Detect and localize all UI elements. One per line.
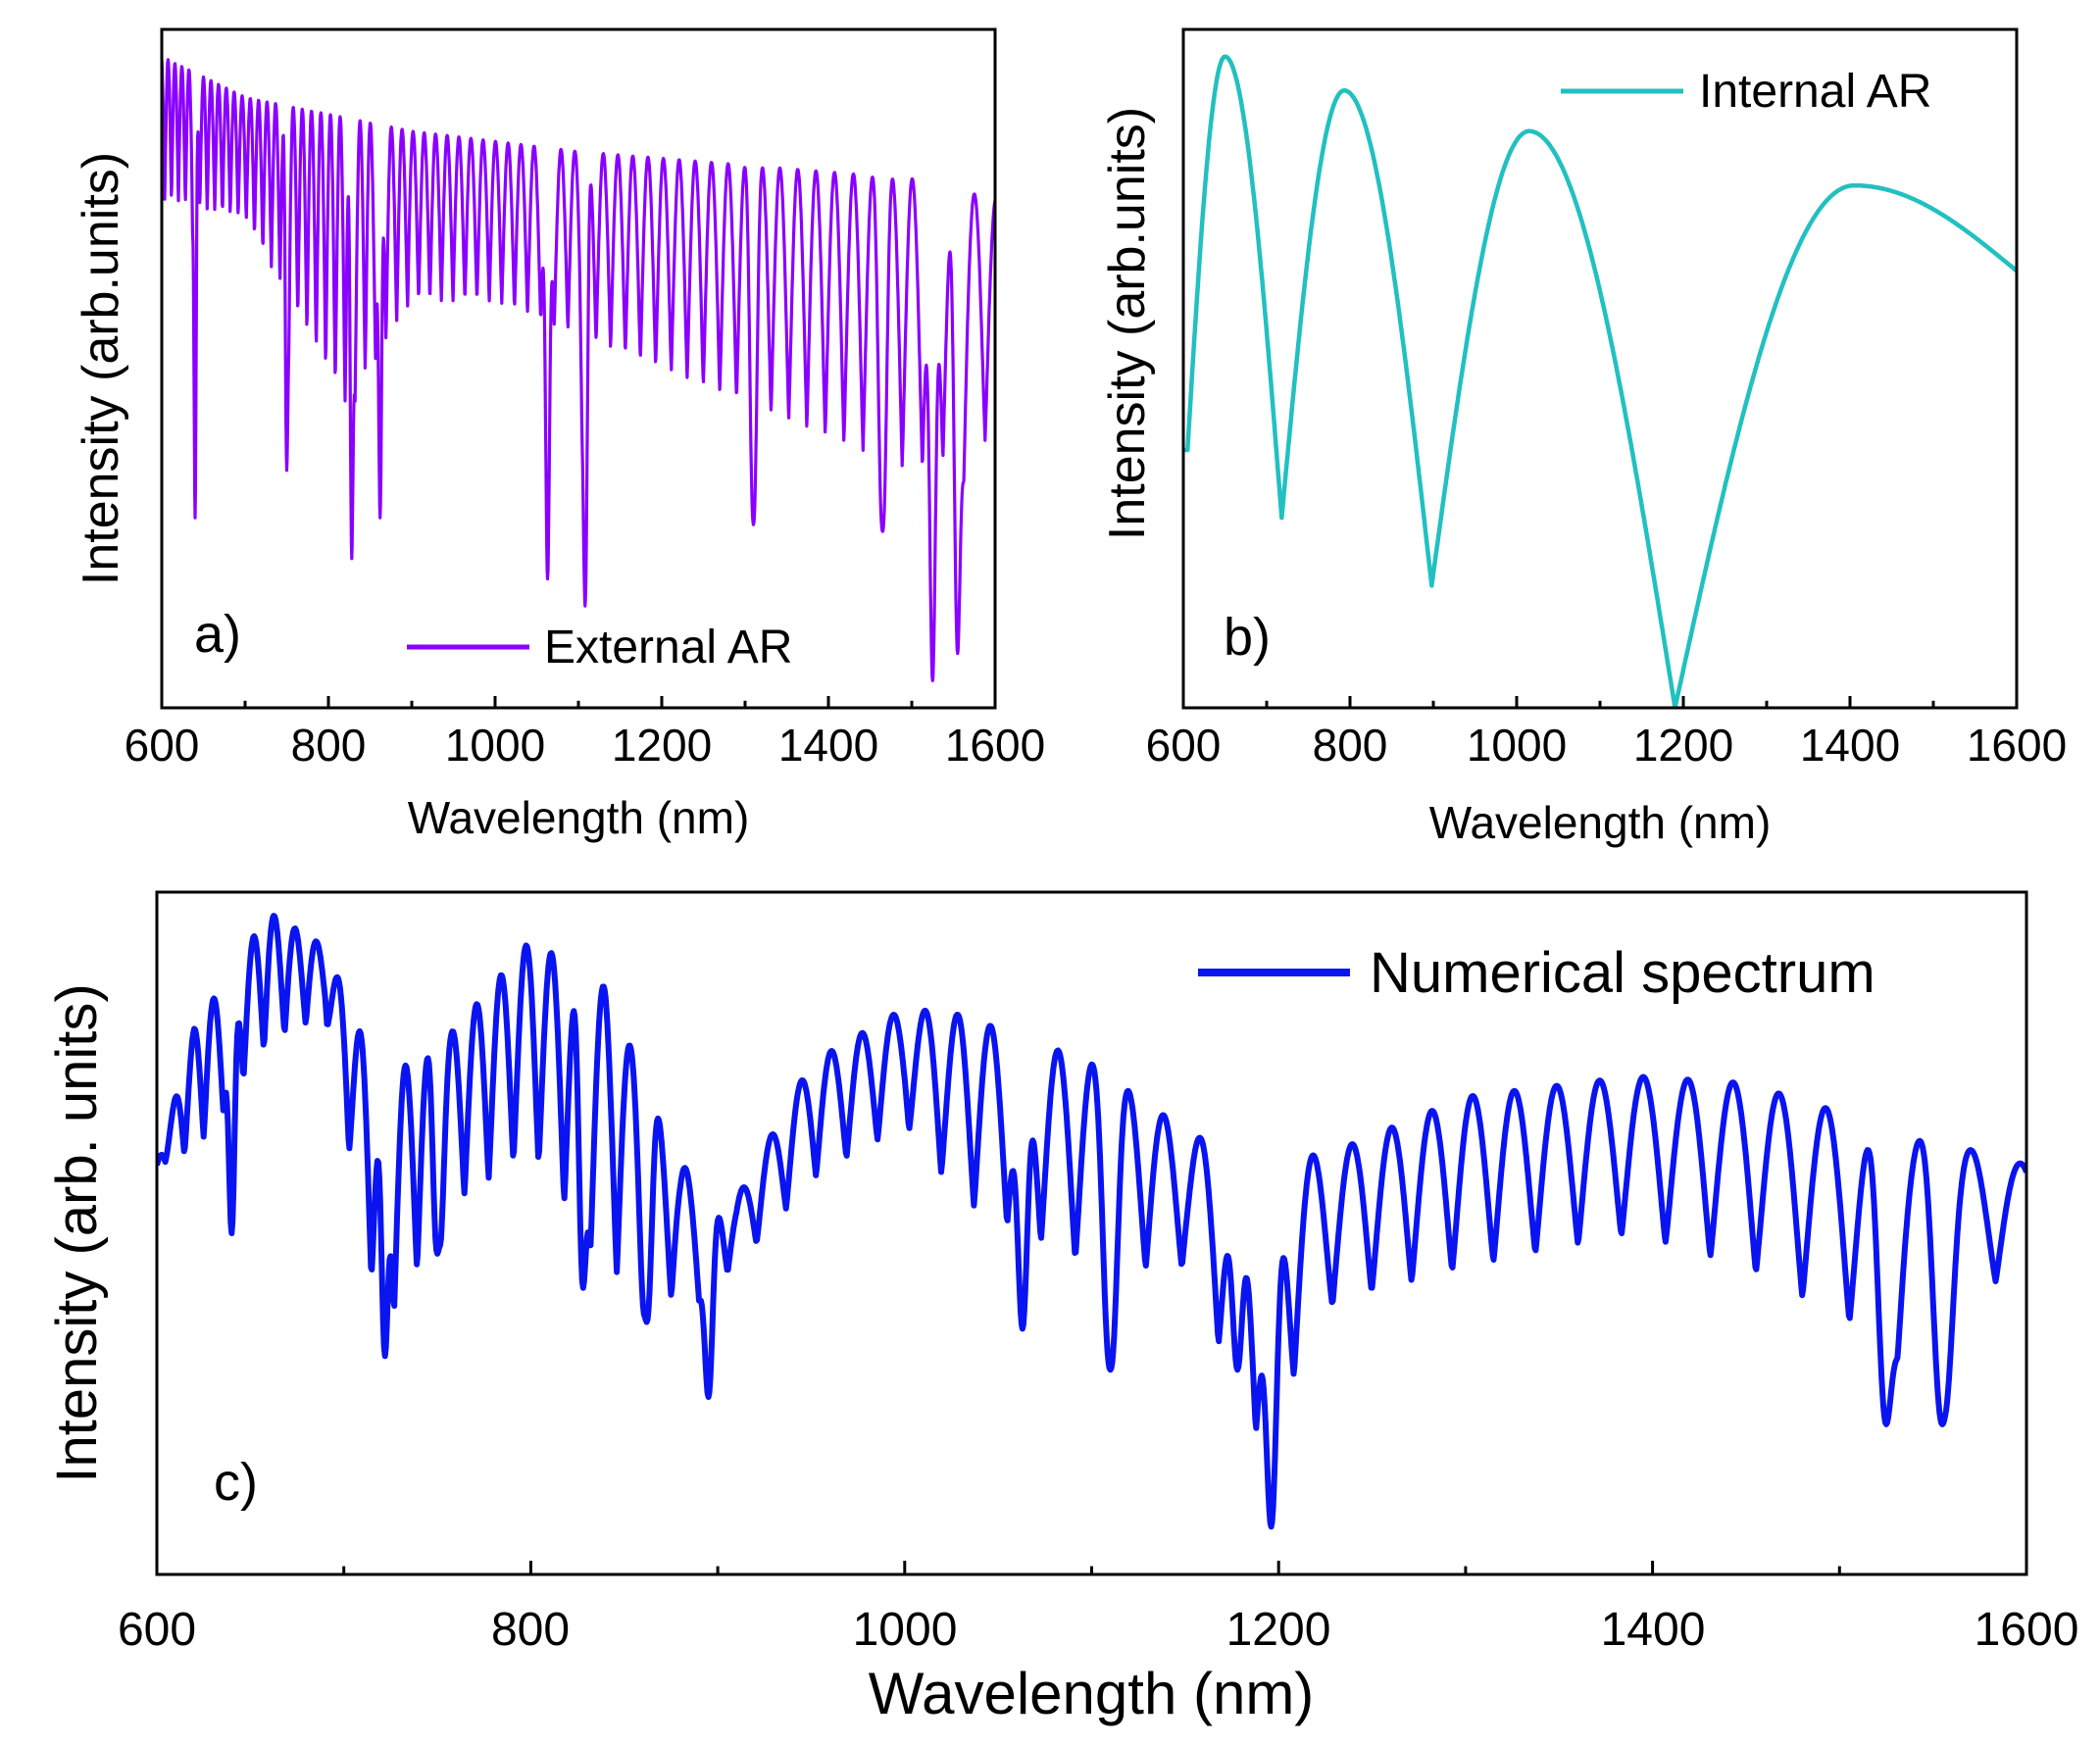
x-tick-label-a-800: 800 [291, 720, 367, 771]
x-tick-label-b-600: 600 [1146, 720, 1222, 771]
x-tick-label-c-1200: 1200 [1226, 1604, 1331, 1656]
panel-label-b: b) [1224, 608, 1271, 667]
x-tick-label-c-800: 800 [491, 1604, 570, 1656]
y-axis-title-c: Intensity (arb. units) [45, 983, 109, 1482]
x-tick-labels-c: 600 800 1000 1200 1400 1600 [118, 1604, 2078, 1656]
x-tick-label-b-1600: 1600 [1967, 720, 2067, 771]
legend-label-internal-ar: Internal AR [1699, 66, 1931, 118]
panel-label-a: a) [194, 605, 241, 664]
x-tick-label-c-1000: 1000 [853, 1604, 958, 1656]
x-tick-label-b-1000: 1000 [1467, 720, 1567, 771]
series-line-external-ar [162, 58, 995, 682]
series-line-numerical-spectrum [157, 913, 2026, 1530]
series-line-internal-ar [1183, 54, 2017, 708]
panel-b: 600 800 1000 1200 1400 1600 Wavelength (… [1099, 27, 2068, 848]
x-tick-label-c-1600: 1600 [1975, 1604, 2079, 1656]
legend-b: Internal AR [1561, 66, 1931, 118]
x-axis-title-b: Wavelength (nm) [1429, 797, 1772, 848]
legend-label-numerical-spectrum: Numerical spectrum [1370, 941, 1875, 1005]
x-tick-label-b-800: 800 [1313, 720, 1388, 771]
x-tick-label-a-1200: 1200 [612, 720, 712, 771]
x-tick-label-a-600: 600 [125, 720, 200, 771]
x-ticks-a [160, 696, 997, 708]
panel-c: 600 800 1000 1200 1400 1600 Wavelength (… [45, 890, 2078, 1726]
y-axis-title-b: Intensity (arb.units) [1099, 107, 1156, 540]
x-tick-labels-a: 600 800 1000 1200 1400 1600 [125, 720, 1046, 771]
x-tick-label-b-1400: 1400 [1800, 720, 1900, 771]
x-tick-label-c-1400: 1400 [1601, 1604, 1706, 1656]
y-axis-title-a: Intensity (arb.units) [73, 152, 129, 585]
x-tick-label-a-1400: 1400 [778, 720, 878, 771]
x-tick-label-c-600: 600 [118, 1604, 196, 1656]
legend-c: Numerical spectrum [1198, 941, 1875, 1005]
x-tick-label-a-1000: 1000 [445, 720, 545, 771]
x-ticks-b [1181, 696, 2019, 708]
legend-label-external-ar: External AR [544, 622, 792, 673]
panel-a: 600 800 1000 1200 1400 1600 Wavelength (… [73, 27, 1046, 843]
x-axis-title-c: Wavelength (nm) [869, 1661, 1315, 1726]
x-axis-title-a: Wavelength (nm) [408, 792, 750, 843]
x-tick-label-b-1200: 1200 [1633, 720, 1733, 771]
x-ticks-c [155, 1561, 2028, 1574]
panel-label-c: c) [214, 1453, 258, 1512]
x-tick-label-a-1600: 1600 [945, 720, 1045, 771]
legend-a: External AR [407, 622, 792, 673]
x-tick-labels-b: 600 800 1000 1200 1400 1600 [1146, 720, 2068, 771]
plot-frame-b [1181, 27, 2019, 710]
